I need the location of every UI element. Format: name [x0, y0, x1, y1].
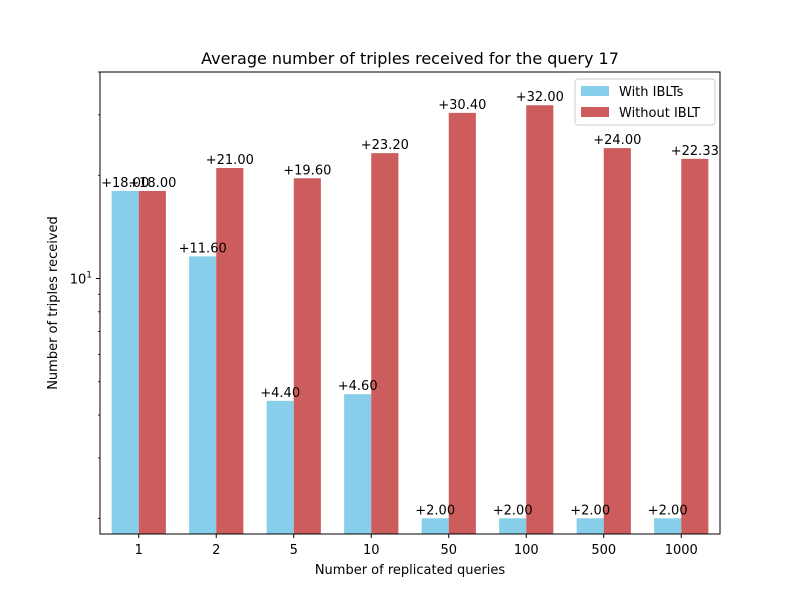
data-label-without-iblt-10: +23.20	[361, 138, 409, 153]
data-label-without-iblt-500: +24.00	[593, 133, 641, 148]
data-label-with-iblts-2: +11.60	[179, 241, 227, 256]
bar-with-iblts-1	[111, 190, 139, 534]
bar-with-iblts-1000	[654, 518, 682, 534]
x-tick-label-2: 2	[212, 543, 220, 558]
data-label-with-iblts-1000: +2.00	[648, 503, 688, 518]
legend-box	[574, 78, 716, 126]
bar-without-iblt-1	[138, 190, 166, 534]
axes-frame	[99, 71, 721, 535]
bar-with-iblts-50	[421, 518, 449, 534]
data-label-without-iblt-1: +18.00	[128, 176, 176, 191]
bar-with-iblts-100	[499, 518, 527, 534]
chart-title: Average number of triples received for t…	[201, 49, 619, 68]
y-tick-label-base: 10	[70, 273, 87, 288]
x-tick-label-1: 1	[135, 543, 143, 558]
x-tick-label-50: 50	[440, 543, 457, 558]
bar-without-iblt-100	[526, 105, 554, 534]
bar-without-iblt-500	[603, 148, 631, 535]
x-tick-label-5: 5	[290, 543, 298, 558]
legend-label-with-iblts: With IBLTs	[619, 85, 684, 100]
bar-without-iblt-5	[293, 178, 321, 534]
bar-without-iblt-50	[448, 112, 476, 534]
y-tick-label: 101	[70, 271, 92, 288]
bar-with-iblts-10	[344, 394, 372, 534]
legend: With IBLTs Without IBLT	[574, 78, 716, 126]
data-label-with-iblts-50: +2.00	[415, 503, 455, 518]
legend-label-without-iblt: Without IBLT	[619, 106, 700, 121]
bar-with-iblts-5	[266, 400, 294, 534]
data-label-without-iblt-100: +32.00	[516, 90, 564, 105]
x-tick-label-1000: 1000	[665, 543, 698, 558]
bar-with-iblts-2	[189, 256, 217, 534]
bar-with-iblts-500	[576, 518, 604, 534]
data-label-without-iblt-5: +19.60	[283, 163, 331, 178]
y-tick-label-exponent: 1	[86, 271, 92, 281]
x-axis-label: Number of replicated queries	[315, 563, 506, 578]
x-tick-label-500: 500	[591, 543, 616, 558]
data-label-without-iblt-2: +21.00	[206, 153, 254, 168]
data-label-with-iblts-5: +4.40	[260, 386, 300, 401]
legend-swatch-with-iblts	[581, 86, 609, 96]
data-label-with-iblts-500: +2.00	[570, 503, 610, 518]
y-axis-label: Number of triples received	[46, 216, 61, 390]
x-tick-label-10: 10	[363, 543, 380, 558]
data-label-without-iblt-50: +30.40	[438, 98, 486, 113]
bar-without-iblt-10	[371, 153, 399, 534]
legend-swatch-without-iblt	[581, 107, 609, 117]
x-tick-label-100: 100	[514, 543, 539, 558]
data-label-with-iblts-10: +4.60	[338, 379, 378, 394]
data-label-with-iblts-1: +18.00	[101, 176, 149, 191]
bar-without-iblt-2	[216, 167, 244, 534]
data-label-with-iblts-100: +2.00	[493, 503, 533, 518]
data-label-without-iblt-1000: +22.33	[671, 144, 719, 159]
bar-without-iblt-1000	[681, 158, 709, 534]
plot-area: +18.00 +11.60 +4.40 +4.60 +2.00 +2.00 +2.00 +2.…	[70, 71, 721, 558]
